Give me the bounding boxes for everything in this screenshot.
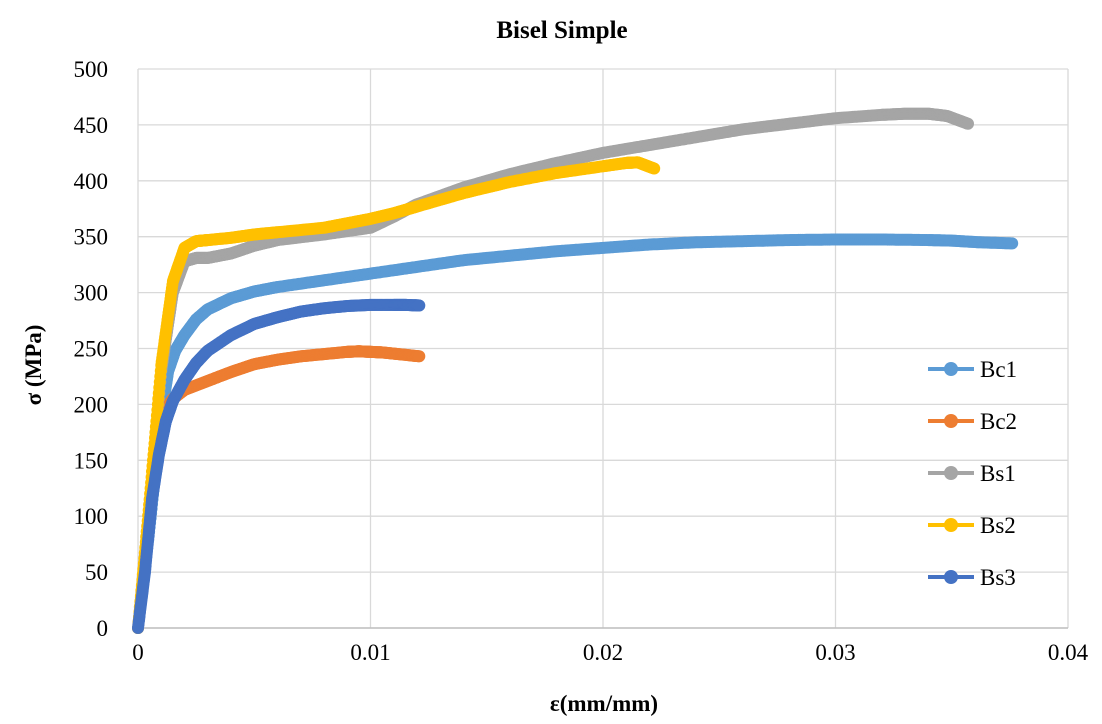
x-tick-label: 0.02 — [583, 640, 623, 665]
data-point — [413, 299, 426, 312]
y-tick-label: 0 — [97, 616, 109, 641]
y-tick-label: 500 — [74, 57, 109, 82]
series-bs3 — [132, 298, 426, 634]
y-tick-label: 150 — [74, 448, 109, 473]
legend-marker — [944, 414, 958, 428]
y-tick-label: 450 — [74, 113, 109, 138]
series-bc1 — [132, 233, 1019, 634]
x-tick-label: 0 — [132, 640, 144, 665]
chart-title: Bisel Simple — [496, 17, 627, 44]
y-tick-label: 300 — [74, 281, 109, 306]
y-tick-label: 200 — [74, 392, 109, 417]
legend-item-bs2: Bs2 — [928, 513, 1016, 538]
y-tick-label: 250 — [74, 337, 109, 362]
legend: Bc1 Bc2 Bs1 Bs2 Bs3 — [928, 357, 1017, 590]
x-axis-title: ε(mm/mm) — [550, 691, 658, 716]
data-point — [648, 162, 661, 175]
tick-labels: 0 50 100 150 200 250 300 350 400 450 500 0 0.01 0.02 0… — [74, 57, 1089, 665]
series-layer — [132, 107, 1019, 634]
legend-label: Bs3 — [980, 565, 1016, 590]
legend-item-bs3: Bs3 — [928, 565, 1016, 590]
legend-marker — [944, 518, 958, 532]
x-tick-label: 0.04 — [1048, 640, 1089, 665]
legend-item-bc2: Bc2 — [928, 409, 1017, 434]
legend-marker — [944, 362, 958, 376]
series-bs1 — [132, 107, 974, 634]
y-tick-label: 100 — [74, 504, 109, 529]
legend-item-bc1: Bc1 — [928, 357, 1017, 382]
legend-marker — [944, 466, 958, 480]
y-axis-title: σ (MPa) — [21, 325, 46, 406]
series-bs2 — [132, 156, 661, 634]
legend-label: Bc1 — [980, 357, 1017, 382]
data-point — [962, 117, 974, 130]
x-tick-label: 0.01 — [350, 640, 390, 665]
series-line — [136, 160, 657, 630]
y-tick-label: 400 — [74, 169, 109, 194]
data-point — [1006, 237, 1019, 250]
data-point — [413, 350, 426, 363]
legend-label: Bs2 — [980, 513, 1016, 538]
y-tick-label: 350 — [74, 225, 109, 250]
x-tick-label: 0.03 — [815, 640, 855, 665]
legend-item-bs1: Bs1 — [928, 461, 1016, 486]
series-line — [136, 237, 1015, 630]
y-tick-label: 50 — [85, 560, 108, 585]
legend-marker — [944, 570, 958, 584]
legend-label: Bs1 — [980, 461, 1016, 486]
legend-label: Bc2 — [980, 409, 1017, 434]
series-line — [136, 111, 970, 630]
